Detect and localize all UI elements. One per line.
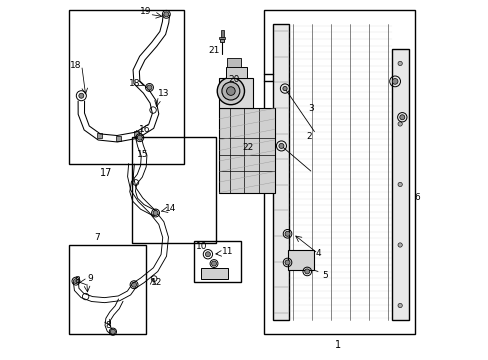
Text: 11: 11 xyxy=(222,247,233,256)
Bar xyxy=(194,241,241,282)
Text: 21: 21 xyxy=(208,46,219,55)
Text: 2: 2 xyxy=(305,132,311,141)
Text: 12: 12 xyxy=(151,278,162,287)
Bar xyxy=(69,10,183,164)
Text: 8: 8 xyxy=(105,321,111,330)
Circle shape xyxy=(226,87,235,95)
Circle shape xyxy=(397,303,402,308)
Bar xyxy=(221,31,223,37)
Bar xyxy=(201,268,228,279)
Circle shape xyxy=(222,82,239,100)
Text: 3: 3 xyxy=(307,104,313,113)
Bar xyxy=(391,49,408,320)
Bar xyxy=(273,24,289,320)
Bar xyxy=(97,133,102,138)
Text: 17: 17 xyxy=(100,168,112,178)
Bar xyxy=(225,67,247,78)
Circle shape xyxy=(285,260,289,265)
Circle shape xyxy=(137,135,142,140)
Circle shape xyxy=(211,261,216,266)
Circle shape xyxy=(397,61,402,66)
Circle shape xyxy=(397,122,402,126)
Text: 9: 9 xyxy=(87,274,93,283)
Circle shape xyxy=(79,93,83,98)
Text: 16: 16 xyxy=(139,125,150,134)
Text: 10: 10 xyxy=(195,242,207,251)
Text: 7: 7 xyxy=(94,233,100,242)
Text: 19: 19 xyxy=(140,7,151,16)
Text: 8: 8 xyxy=(75,276,81,285)
Circle shape xyxy=(217,77,244,105)
Circle shape xyxy=(304,269,309,274)
Bar xyxy=(226,58,241,67)
Text: 5: 5 xyxy=(322,270,327,279)
Text: 22: 22 xyxy=(242,143,253,152)
Text: 20: 20 xyxy=(227,75,239,84)
Circle shape xyxy=(397,243,402,247)
Text: 1: 1 xyxy=(334,340,340,350)
Bar xyxy=(220,39,224,42)
Circle shape xyxy=(73,279,78,284)
Circle shape xyxy=(285,231,289,236)
Circle shape xyxy=(110,329,115,334)
Bar xyxy=(69,244,145,334)
Text: 18: 18 xyxy=(129,79,141,88)
Text: 13: 13 xyxy=(158,89,169,98)
Bar xyxy=(219,37,224,39)
Bar xyxy=(219,78,253,108)
Circle shape xyxy=(282,86,286,91)
Bar xyxy=(287,250,314,270)
Circle shape xyxy=(153,211,158,216)
Circle shape xyxy=(391,78,397,84)
Text: 15: 15 xyxy=(136,150,148,159)
Circle shape xyxy=(163,12,168,17)
Text: 4: 4 xyxy=(315,249,320,258)
Circle shape xyxy=(397,182,402,186)
Text: 18: 18 xyxy=(69,61,81,70)
Bar xyxy=(264,10,414,334)
Text: 6: 6 xyxy=(414,193,419,202)
Circle shape xyxy=(278,143,284,148)
Circle shape xyxy=(205,252,210,257)
Text: 14: 14 xyxy=(165,204,176,213)
Circle shape xyxy=(399,115,404,120)
Bar xyxy=(133,131,139,136)
Bar xyxy=(219,108,274,193)
Bar xyxy=(131,137,215,243)
Circle shape xyxy=(147,85,152,90)
Bar xyxy=(116,135,121,140)
Circle shape xyxy=(131,282,136,287)
